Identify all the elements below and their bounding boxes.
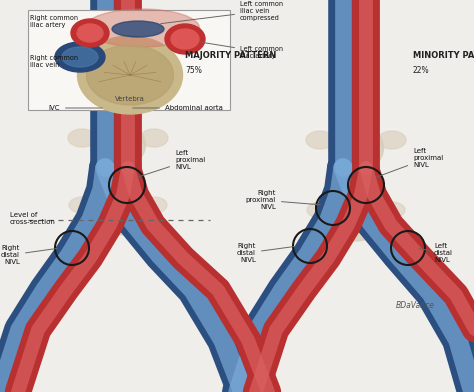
Text: Left
distal
NIVL: Left distal NIVL (419, 243, 453, 263)
Text: Abdominal aorta: Abdominal aorta (133, 105, 223, 111)
Ellipse shape (140, 129, 168, 147)
Ellipse shape (379, 202, 405, 218)
Ellipse shape (328, 189, 383, 241)
Text: Left
proximal
NIVL: Left proximal NIVL (137, 150, 205, 177)
Text: Right
proximal
NIVL: Right proximal NIVL (246, 190, 320, 210)
Text: Level of
cross-section: Level of cross-section (10, 212, 56, 225)
Text: Left common
iliac vein
compressed: Left common iliac vein compressed (161, 1, 283, 24)
Ellipse shape (68, 129, 96, 147)
Ellipse shape (112, 21, 164, 37)
Text: Right common
iliac vein: Right common iliac vein (30, 54, 78, 67)
Text: Left
proximal
NIVL: Left proximal NIVL (377, 148, 443, 177)
Ellipse shape (77, 24, 103, 42)
Ellipse shape (328, 124, 383, 172)
Text: Left common
iliac artery: Left common iliac artery (203, 42, 283, 58)
Ellipse shape (84, 9, 200, 47)
Ellipse shape (91, 185, 146, 235)
Ellipse shape (62, 47, 98, 67)
Text: Right
distal
NIVL: Right distal NIVL (1, 245, 57, 265)
Ellipse shape (306, 131, 334, 149)
Ellipse shape (55, 42, 105, 72)
Text: 75%: 75% (185, 65, 202, 74)
Ellipse shape (165, 24, 205, 54)
Ellipse shape (91, 123, 146, 167)
Text: MAJORITY PATTERN: MAJORITY PATTERN (185, 51, 276, 60)
Text: BDaVance: BDaVance (395, 301, 435, 310)
Text: Vertebra: Vertebra (115, 96, 145, 102)
FancyBboxPatch shape (28, 10, 230, 110)
Ellipse shape (307, 202, 333, 218)
Text: 22%: 22% (413, 65, 429, 74)
Ellipse shape (71, 19, 109, 47)
Ellipse shape (86, 45, 173, 105)
Text: Right
distal
NIVL: Right distal NIVL (237, 243, 295, 263)
Text: IVC: IVC (48, 105, 102, 111)
Ellipse shape (171, 29, 199, 49)
Text: MINORITY PATTERN: MINORITY PATTERN (413, 51, 474, 60)
Ellipse shape (78, 36, 182, 114)
Text: Right common
iliac artery: Right common iliac artery (30, 15, 78, 32)
Ellipse shape (69, 197, 95, 213)
Ellipse shape (378, 131, 406, 149)
Ellipse shape (141, 197, 167, 213)
